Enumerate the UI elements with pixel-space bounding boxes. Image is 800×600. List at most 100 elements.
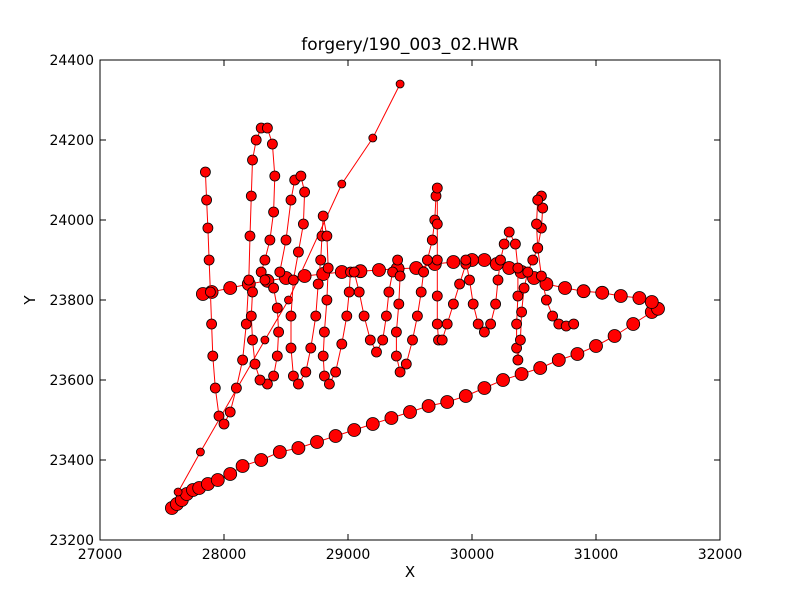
y-tick-label: 23400 — [49, 453, 94, 469]
data-point — [195, 447, 205, 457]
data-point — [478, 326, 490, 338]
data-point — [271, 302, 283, 314]
y-tick-label: 23200 — [49, 533, 94, 549]
data-point — [390, 326, 402, 338]
data-point — [268, 282, 280, 294]
data-point — [243, 274, 255, 286]
data-point — [531, 218, 542, 230]
data-point — [431, 290, 443, 302]
data-point — [395, 79, 405, 89]
data-point — [322, 262, 334, 274]
data-point — [384, 411, 399, 425]
data-point — [223, 467, 238, 481]
data-point — [291, 441, 306, 455]
data-point — [512, 354, 524, 366]
data-point — [336, 338, 348, 350]
data-point — [223, 281, 238, 295]
data-point — [558, 281, 572, 295]
data-point — [477, 253, 492, 267]
data-point — [285, 342, 297, 354]
data-point — [496, 373, 510, 387]
data-point — [173, 487, 183, 497]
data-point — [541, 294, 552, 306]
data-point — [273, 326, 285, 338]
data-point — [260, 335, 270, 345]
x-tick-label: 28000 — [202, 547, 247, 563]
data-point — [626, 317, 641, 331]
data-point — [644, 295, 659, 309]
data-point — [576, 284, 591, 299]
data-point — [318, 326, 330, 338]
data-point — [287, 370, 299, 382]
data-point — [394, 270, 406, 282]
data-point — [492, 274, 504, 286]
series-5 — [460, 190, 580, 366]
data-point — [503, 226, 515, 238]
data-point — [365, 417, 380, 431]
data-point — [495, 254, 506, 266]
data-point — [595, 285, 610, 300]
data-point — [510, 238, 521, 250]
data-point — [372, 263, 386, 277]
data-point — [317, 210, 329, 222]
data-point — [224, 406, 236, 418]
data-point — [347, 423, 362, 437]
data-point — [203, 254, 215, 266]
data-point — [377, 334, 389, 346]
data-point — [209, 382, 221, 394]
data-point — [240, 318, 252, 330]
data-point — [199, 166, 211, 178]
x-tick-label: 29000 — [326, 547, 371, 563]
data-point — [285, 194, 297, 206]
data-point — [392, 254, 404, 266]
data-point — [411, 310, 423, 322]
data-point — [532, 242, 544, 254]
data-point — [297, 218, 309, 230]
series-1 — [173, 79, 405, 497]
data-point — [204, 286, 216, 298]
data-point — [337, 179, 347, 189]
data-point — [403, 405, 417, 419]
data-point — [287, 274, 299, 286]
data-point — [328, 429, 343, 443]
data-point — [250, 134, 262, 146]
data-point — [460, 254, 472, 266]
data-point — [511, 318, 522, 330]
data-point — [522, 266, 534, 278]
data-point — [268, 206, 280, 218]
y-tick-label: 23800 — [49, 293, 94, 309]
data-point — [264, 234, 276, 246]
data-point — [512, 290, 524, 302]
chart-title: forgery/190_003_02.HWR — [301, 35, 519, 55]
data-point — [237, 354, 249, 366]
data-point — [394, 366, 406, 378]
ticks-layer: 27000 28000 29000 30000 31000 32000 23200 23400… — [49, 53, 742, 563]
data-point — [441, 318, 453, 330]
data-point — [607, 329, 622, 343]
data-point — [259, 274, 271, 286]
data-point — [206, 318, 218, 330]
data-point — [330, 366, 342, 378]
data-point — [371, 346, 382, 358]
y-tick-label: 24400 — [49, 53, 94, 69]
data-point — [589, 339, 603, 353]
data-point — [247, 154, 258, 166]
y-tick-label: 24200 — [49, 133, 94, 149]
data-point — [305, 342, 317, 354]
data-point — [536, 270, 547, 282]
data-point — [431, 318, 443, 330]
data-point — [259, 254, 271, 266]
data-point — [380, 310, 392, 322]
data-point — [280, 234, 292, 246]
data-point — [341, 310, 353, 322]
data-point — [285, 310, 297, 322]
data-point — [235, 459, 250, 473]
data-point — [498, 238, 510, 250]
data-point — [358, 310, 370, 322]
data-point — [269, 170, 281, 182]
data-point — [421, 254, 433, 266]
data-point — [551, 353, 566, 367]
data-point — [364, 334, 376, 346]
data-point — [393, 298, 405, 310]
